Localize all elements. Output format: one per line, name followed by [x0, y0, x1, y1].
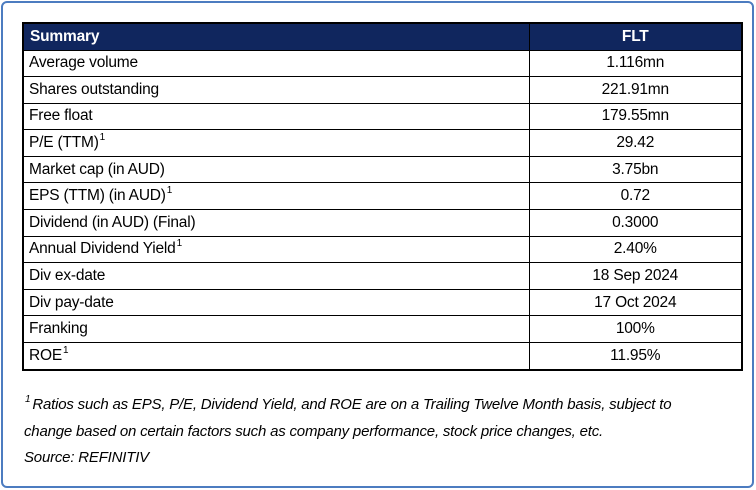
- summary-table: Summary FLT Average volume 1.116mn Shares …: [22, 22, 743, 371]
- footnote-marker: 1: [176, 238, 183, 250]
- row-value: 0.3000: [528, 209, 743, 237]
- row-label: Market cap (in AUD): [22, 155, 530, 184]
- table-body: Average volume 1.116mn Shares outstanding 2…: [22, 49, 743, 371]
- row-label: Franking: [22, 315, 530, 344]
- row-label: Div pay-date: [22, 288, 530, 317]
- footnote-line-2: change based on certain factors such as …: [24, 418, 740, 445]
- footnote-marker: 1: [166, 185, 173, 197]
- table-row: Div pay-date 17 Oct 2024: [22, 288, 743, 317]
- row-value: 179.55mn: [528, 102, 743, 131]
- row-label: Dividend (in AUD) (Final): [22, 209, 530, 237]
- row-value: 18 Sep 2024: [528, 262, 743, 290]
- table-row: Franking 100%: [22, 315, 743, 344]
- row-label: ROE1: [22, 342, 530, 371]
- footnote-text-2: change based on certain factors such as …: [24, 423, 603, 440]
- table-row: Div ex-date 18 Sep 2024: [22, 262, 743, 290]
- footnote: 1 Ratios such as EPS, P/E, Dividend Yield…: [24, 391, 740, 445]
- footnote-text-1: Ratios such as EPS, P/E, Dividend Yield,…: [32, 396, 672, 413]
- row-value: 1.116mn: [528, 49, 743, 78]
- row-value: 2.40%: [528, 235, 743, 264]
- row-value: 0.72: [528, 182, 743, 211]
- table-header-row: Summary FLT: [22, 22, 743, 51]
- row-label: Annual Dividend Yield1: [22, 235, 530, 264]
- row-label: Free float: [22, 102, 530, 131]
- row-label: Average volume: [22, 49, 530, 78]
- table-row: ROE1 11.95%: [22, 342, 743, 371]
- table-row: Market cap (in AUD) 3.75bn: [22, 155, 743, 184]
- row-value: 100%: [528, 315, 743, 344]
- row-value: 29.42: [528, 129, 743, 157]
- table-header-summary: Summary: [22, 22, 530, 51]
- row-label: Shares outstanding: [22, 76, 530, 104]
- row-label: EPS (TTM) (in AUD)1: [22, 182, 530, 211]
- table-row: EPS (TTM) (in AUD)1 0.72: [22, 182, 743, 211]
- row-label: P/E (TTM)1: [22, 129, 530, 157]
- footnote-line-1: 1 Ratios such as EPS, P/E, Dividend Yield…: [24, 391, 740, 418]
- footnote-marker: 1: [63, 344, 69, 356]
- source-line: Source: REFINITIV: [24, 449, 149, 466]
- row-value: 221.91mn: [528, 76, 743, 104]
- row-value: 3.75bn: [528, 155, 743, 184]
- table-row: Dividend (in AUD) (Final) 0.3000: [22, 209, 743, 237]
- row-label: Div ex-date: [22, 262, 530, 290]
- table-row: P/E (TTM)1 29.42: [22, 129, 743, 157]
- table-row: Free float 179.55mn: [22, 102, 743, 131]
- row-value: 11.95%: [528, 342, 743, 371]
- table-row: Annual Dividend Yield1 2.40%: [22, 235, 743, 264]
- table-header-ticker: FLT: [528, 22, 743, 51]
- table-row: Shares outstanding 221.91mn: [22, 76, 743, 104]
- row-value: 17 Oct 2024: [528, 288, 743, 317]
- footnote-marker: 1: [25, 394, 31, 405]
- footnote-marker: 1: [99, 131, 106, 143]
- table-row: Average volume 1.116mn: [22, 49, 743, 78]
